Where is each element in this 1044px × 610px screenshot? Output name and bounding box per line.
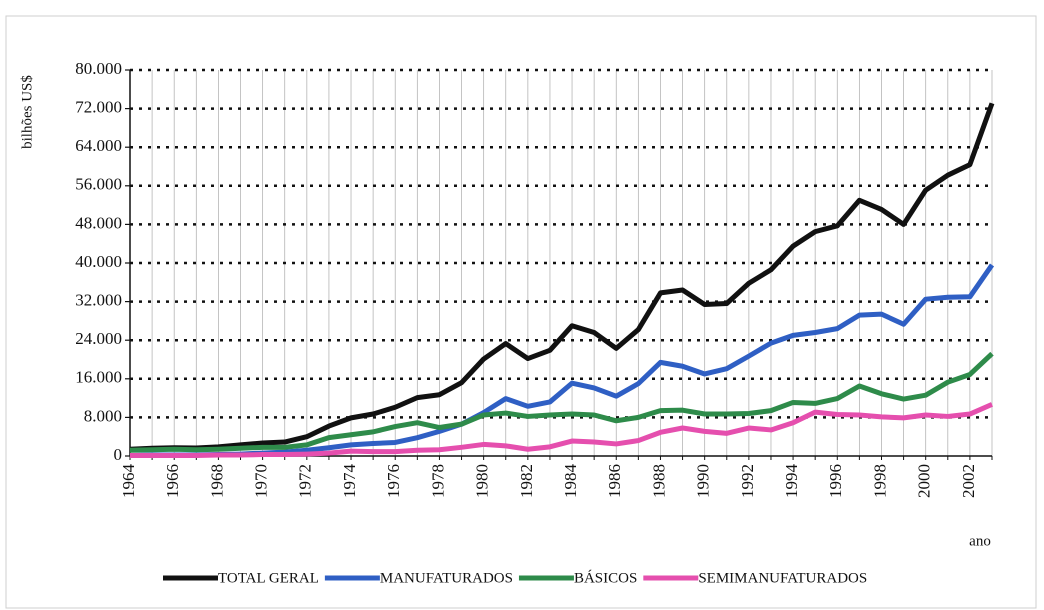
y-tick-label: 80.000 bbox=[75, 59, 122, 78]
x-tick-label: 1978 bbox=[428, 464, 447, 498]
x-axis-label: ano bbox=[969, 533, 991, 549]
series-line bbox=[129, 351, 994, 453]
legend-label: BÁSICOS bbox=[574, 569, 637, 586]
x-tick-label: 1976 bbox=[384, 464, 403, 498]
series-line bbox=[130, 402, 994, 459]
y-tick-label: 72.000 bbox=[75, 98, 122, 117]
legend-label: SEMIMANUFATURADOS bbox=[698, 570, 867, 586]
y-axis-label: bilhões US$ bbox=[19, 75, 35, 149]
x-tick-label: 1964 bbox=[119, 464, 138, 499]
x-tick-label: 1994 bbox=[782, 464, 801, 499]
x-tick-label: 1970 bbox=[252, 464, 271, 498]
x-tick-label: 1980 bbox=[473, 464, 492, 498]
x-tick-label: 1972 bbox=[296, 464, 315, 498]
legend-label: MANUFATURADOS bbox=[380, 570, 513, 586]
y-tick-label: 32.000 bbox=[75, 291, 122, 310]
x-tick-label: 2002 bbox=[959, 464, 978, 498]
x-tick-label: 1986 bbox=[605, 464, 624, 498]
x-tick-label: 1982 bbox=[517, 464, 536, 498]
x-tick-label: 1990 bbox=[694, 464, 713, 498]
y-tick-label: 48.000 bbox=[75, 213, 122, 232]
series-line bbox=[129, 102, 995, 452]
x-tick-label: 1968 bbox=[207, 464, 226, 498]
x-tick-label: 2000 bbox=[915, 464, 934, 498]
y-tick-label: 56.000 bbox=[75, 175, 122, 194]
x-tick-label: 1992 bbox=[738, 464, 757, 498]
y-tick-label: 40.000 bbox=[75, 252, 122, 271]
x-tick-label: 1996 bbox=[826, 464, 845, 498]
y-tick-label: 64.000 bbox=[75, 136, 122, 155]
y-tick-label: 16.000 bbox=[75, 368, 122, 387]
y-tick-label: 0 bbox=[114, 445, 123, 464]
x-tick-label: 1988 bbox=[649, 464, 668, 498]
legend-label: TOTAL GERAL bbox=[218, 570, 319, 586]
x-tick-label: 1998 bbox=[870, 464, 889, 498]
x-tick-label: 1966 bbox=[163, 464, 182, 498]
y-tick-label: 24.000 bbox=[75, 329, 122, 348]
x-tick-label: 1974 bbox=[340, 464, 359, 499]
y-tick-label: 8.000 bbox=[84, 406, 122, 425]
frame bbox=[5, 15, 1037, 609]
x-tick-label: 1984 bbox=[561, 464, 580, 499]
